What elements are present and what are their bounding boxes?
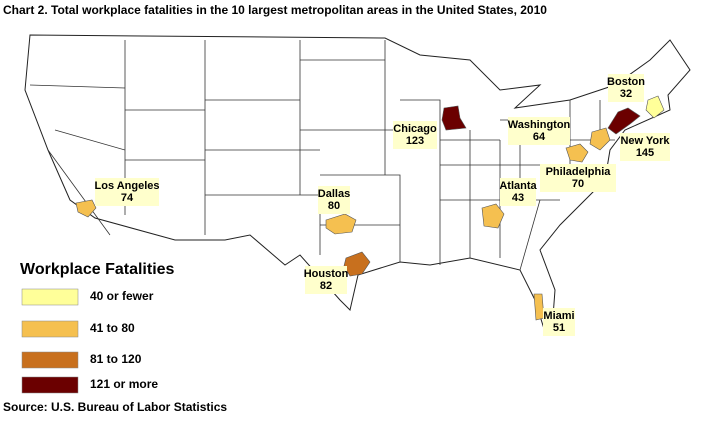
metro-areas: [75, 95, 665, 321]
legend-label: 121 or more: [90, 377, 158, 391]
metro-area: [481, 203, 505, 229]
legend-swatch: [21, 288, 79, 306]
city-name: Houston: [304, 268, 349, 280]
metro-area: [75, 199, 97, 218]
label-box: [305, 266, 347, 294]
legend-swatch: [21, 376, 79, 394]
city-value: 123: [406, 135, 424, 147]
city-value: 32: [620, 88, 632, 100]
city-name: Atlanta: [499, 180, 537, 192]
legend-label: 40 or fewer: [90, 289, 154, 303]
title: Chart 2. Total workplace fatalities in t…: [3, 3, 547, 17]
source: Source: U.S. Bureau of Labor Statistics: [3, 400, 227, 414]
legend-label: 41 to 80: [90, 321, 135, 335]
label-box: [95, 178, 159, 206]
city-value: 74: [121, 192, 134, 204]
label-box: [500, 178, 536, 206]
city-name: Miami: [543, 310, 574, 322]
legend: Workplace Fatalities 40 or fewer 41 to 80…: [20, 261, 175, 394]
city-name: New York: [620, 135, 670, 147]
label-box: [608, 74, 644, 102]
city-value: 43: [512, 192, 524, 204]
metro-area: [645, 95, 665, 119]
metro-area: [589, 127, 611, 151]
metro-area: [607, 107, 641, 135]
legend-swatch: [21, 320, 79, 338]
city-name: Chicago: [393, 123, 437, 135]
label-box: [620, 133, 670, 161]
legend-swatch: [21, 351, 79, 369]
city-value: 51: [553, 322, 565, 334]
city-value: 64: [533, 131, 546, 143]
label-box: [540, 164, 616, 192]
city-name: Boston: [607, 76, 645, 88]
city-value: 145: [636, 147, 654, 159]
label-box: [318, 186, 350, 214]
city-name: Washington: [508, 119, 571, 131]
label-box: [543, 308, 575, 336]
label-box: [508, 117, 570, 145]
city-name: Philadelphia: [546, 166, 612, 178]
legend-title: Workplace Fatalities: [20, 261, 175, 278]
legend-label: 81 to 120: [90, 352, 142, 366]
label-box: [393, 121, 437, 149]
city-name: Los Angeles: [95, 180, 160, 192]
city-value: 82: [320, 280, 332, 292]
city-value: 80: [328, 200, 340, 212]
metro-area: [565, 143, 589, 163]
city-name: Dallas: [318, 188, 350, 200]
metro-area: [441, 105, 467, 131]
city-value: 70: [572, 178, 584, 190]
